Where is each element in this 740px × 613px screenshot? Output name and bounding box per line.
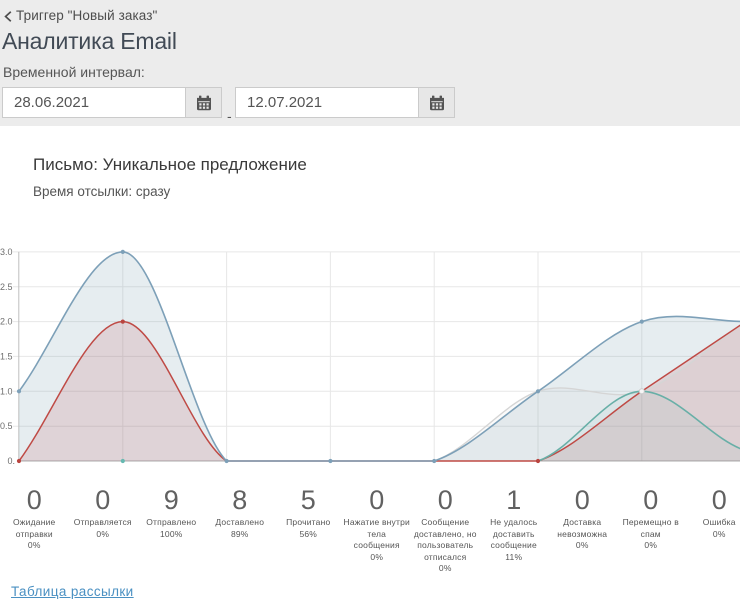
svg-text:1.0: 1.0 — [0, 386, 13, 396]
svg-text:2.5: 2.5 — [0, 282, 13, 292]
svg-text:0.5: 0.5 — [0, 421, 13, 431]
svg-text:0.: 0. — [7, 456, 15, 466]
svg-text:2.0: 2.0 — [0, 317, 13, 327]
svg-text:3.0: 3.0 — [0, 247, 13, 257]
svg-text:1.5: 1.5 — [0, 351, 13, 361]
